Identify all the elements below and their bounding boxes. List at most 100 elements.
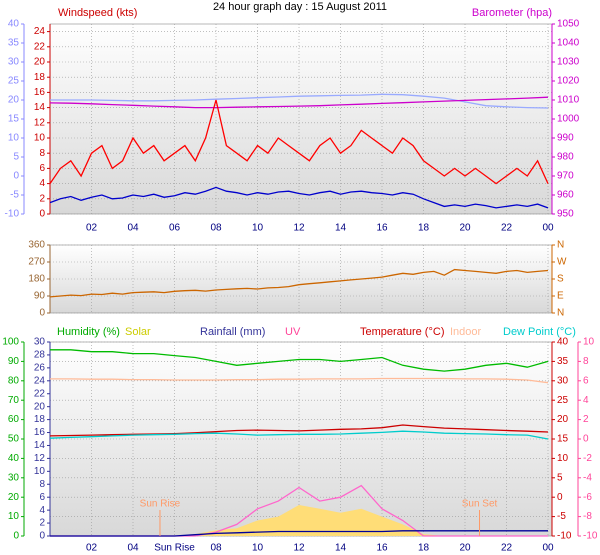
y-tick-label: 20 bbox=[8, 95, 20, 106]
y-tick-label: 0 bbox=[39, 531, 45, 542]
y-tick-label: 100 bbox=[2, 337, 19, 348]
y-tick-label: 30 bbox=[8, 57, 20, 68]
series-line bbox=[49, 96, 549, 109]
y-tick-label: 0 bbox=[39, 209, 45, 220]
y-tick-label: 6 bbox=[39, 492, 45, 503]
y-tick-label: 35 bbox=[8, 38, 20, 49]
legend-label: Indoor bbox=[450, 326, 482, 338]
x-tick-label: 04 bbox=[127, 223, 139, 234]
y-tick-label: 1030 bbox=[557, 57, 580, 68]
series-line bbox=[49, 99, 549, 185]
y-tick-label: 10 bbox=[583, 337, 595, 348]
y-tick-label: 40 bbox=[8, 19, 20, 30]
y-tick-label: 15 bbox=[8, 114, 20, 125]
axis-title: Windspeed (kts) bbox=[58, 7, 137, 19]
x-tick-label: Sun Rise bbox=[154, 543, 195, 554]
y-tick-label: 10 bbox=[8, 133, 20, 144]
y-tick-label: 18 bbox=[34, 72, 46, 83]
y-tick-label: 10 bbox=[557, 453, 569, 464]
y-tick-label: 35 bbox=[557, 356, 569, 367]
axis-title: Temperature (°C) bbox=[360, 326, 444, 338]
y-tick-label: 1020 bbox=[557, 76, 580, 87]
y-tick-label: 16 bbox=[34, 87, 46, 98]
y-tick-label: E bbox=[557, 291, 564, 302]
y-tick-label: -5 bbox=[557, 511, 566, 522]
y-tick-label: -10 bbox=[5, 209, 20, 220]
y-tick-label: 0 bbox=[583, 434, 589, 445]
x-tick-label: 18 bbox=[418, 543, 430, 554]
annotation: Sun Set bbox=[462, 499, 498, 510]
x-tick-label: 12 bbox=[293, 223, 305, 234]
y-tick-label: 90 bbox=[34, 291, 46, 302]
y-tick-label: 24 bbox=[34, 26, 46, 37]
y-tick-label: 4 bbox=[583, 395, 589, 406]
series-line bbox=[50, 349, 549, 372]
y-tick-label: 18 bbox=[34, 414, 46, 425]
y-tick-label: -5 bbox=[10, 190, 19, 201]
y-tick-label: 22 bbox=[34, 388, 46, 399]
chart-title: 24 hour graph day : 15 August 2011 bbox=[213, 1, 387, 13]
x-tick-label: 14 bbox=[335, 223, 347, 234]
y-tick-label: 960 bbox=[557, 190, 574, 201]
y-tick-label: 4 bbox=[39, 178, 45, 189]
y-tick-label: S bbox=[557, 274, 564, 285]
series-line bbox=[49, 186, 549, 209]
x-tick-label: 06 bbox=[169, 223, 181, 234]
x-tick-label: 00 bbox=[542, 223, 554, 234]
y-tick-label: 20 bbox=[34, 57, 46, 68]
x-tick-label: 12 bbox=[293, 543, 305, 554]
y-tick-label: -2 bbox=[583, 453, 592, 464]
plot-background bbox=[49, 244, 553, 314]
y-tick-label: 990 bbox=[557, 133, 574, 144]
y-tick-label: N bbox=[557, 240, 564, 251]
y-tick-label: 1010 bbox=[557, 95, 580, 106]
series-line bbox=[49, 430, 549, 440]
y-tick-label: 14 bbox=[34, 440, 46, 451]
y-tick-label: 10 bbox=[34, 133, 46, 144]
series-line bbox=[49, 424, 549, 437]
y-tick-label: 26 bbox=[34, 363, 46, 374]
y-tick-label: 1050 bbox=[557, 19, 580, 30]
y-tick-label: 8 bbox=[39, 479, 45, 490]
y-tick-label: 12 bbox=[34, 117, 46, 128]
y-tick-label: 2 bbox=[583, 414, 589, 425]
y-tick-label: 8 bbox=[39, 148, 45, 159]
y-tick-label: 2 bbox=[39, 518, 45, 529]
y-tick-label: 20 bbox=[8, 492, 20, 503]
series-line bbox=[50, 530, 548, 537]
y-tick-label: 5 bbox=[13, 152, 19, 163]
x-tick-label: 02 bbox=[86, 543, 98, 554]
y-tick-label: 1040 bbox=[557, 38, 580, 49]
series-area bbox=[50, 505, 548, 536]
x-tick-label: 08 bbox=[210, 223, 222, 234]
y-tick-label: 14 bbox=[34, 102, 46, 113]
y-tick-label: 2 bbox=[39, 193, 45, 204]
y-tick-label: 1000 bbox=[557, 114, 580, 125]
plot-background bbox=[49, 341, 553, 537]
x-tick-label: 22 bbox=[501, 543, 513, 554]
y-tick-label: 10 bbox=[8, 511, 20, 522]
series-line bbox=[49, 268, 549, 298]
x-tick-label: 14 bbox=[335, 543, 347, 554]
y-tick-label: 950 bbox=[557, 209, 574, 220]
y-tick-label: 30 bbox=[34, 337, 46, 348]
y-tick-label: 6 bbox=[583, 375, 589, 386]
series-line bbox=[50, 93, 549, 109]
y-tick-label: 0 bbox=[13, 171, 19, 182]
y-tick-label: -10 bbox=[557, 531, 572, 542]
series-line bbox=[50, 377, 549, 384]
x-tick-label: 18 bbox=[418, 223, 430, 234]
y-tick-label: 40 bbox=[8, 453, 20, 464]
y-tick-label: 0 bbox=[39, 308, 45, 319]
y-tick-label: 30 bbox=[557, 375, 569, 386]
y-tick-label: 8 bbox=[583, 356, 589, 367]
y-tick-label: 25 bbox=[557, 395, 569, 406]
plot-background bbox=[49, 23, 553, 215]
y-tick-label: 5 bbox=[557, 472, 563, 483]
y-tick-label: 180 bbox=[28, 274, 45, 285]
x-tick-label: 08 bbox=[210, 543, 222, 554]
y-tick-label: 90 bbox=[8, 356, 20, 367]
x-tick-label: 00 bbox=[542, 543, 554, 554]
y-tick-label: -10 bbox=[583, 531, 598, 542]
